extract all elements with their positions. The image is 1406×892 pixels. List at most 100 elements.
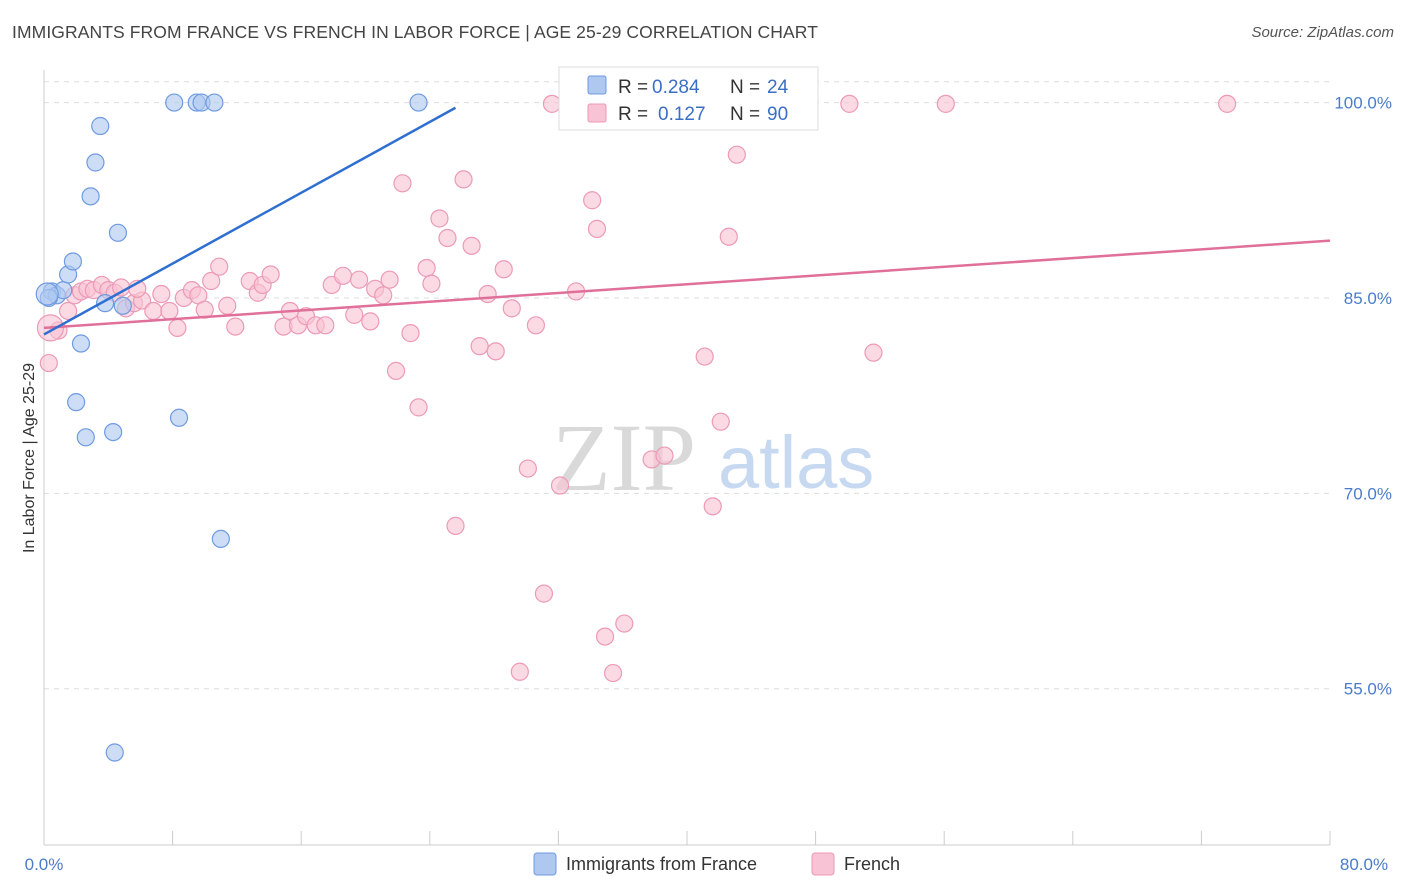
stats-n-value-1: 24 — [767, 77, 789, 98]
french-point — [39, 353, 58, 373]
grid-lines — [44, 81, 1330, 690]
french-point — [152, 284, 171, 304]
immigrants-from-france-point — [81, 187, 100, 206]
french-point — [438, 228, 457, 248]
immigrants-from-france-point — [108, 223, 128, 242]
y-tick-label: 85.0% — [1344, 289, 1392, 308]
french-point — [202, 271, 221, 291]
immigrants-from-france-point — [71, 334, 91, 353]
legend-swatch-immigrants-from-france — [533, 852, 557, 876]
immigrants-from-france-point — [35, 282, 59, 306]
french-point — [711, 412, 730, 431]
french-point — [603, 663, 623, 683]
y-tick-label: 70.0% — [1344, 484, 1392, 503]
french-point — [510, 662, 529, 681]
french-point — [595, 627, 615, 646]
french-point — [486, 342, 505, 361]
legend-label-french: French — [844, 854, 900, 874]
legend: Immigrants from France French — [533, 852, 900, 876]
stats-n-label-2: N = — [730, 104, 760, 125]
stats-r-value-1: 0.284 — [652, 77, 700, 98]
french-point — [542, 94, 562, 113]
french-point — [470, 337, 489, 356]
french-points — [36, 94, 1237, 683]
french-point — [583, 191, 602, 210]
french-point — [840, 94, 859, 113]
stats-swatch-pink — [587, 103, 607, 123]
french-point — [864, 343, 883, 362]
x-tick-label-min: 0.0% — [25, 855, 64, 874]
immigrants-from-france-point — [205, 93, 224, 112]
french-point — [218, 296, 237, 315]
french-trend-line — [43, 239, 1331, 330]
stats-r-label-2: R = — [618, 104, 648, 125]
stats-n-value-2: 90 — [767, 104, 788, 125]
stats-n-label-1: N = — [730, 77, 760, 98]
immigrants-from-france-point — [91, 116, 110, 136]
immigrants-from-france-point — [211, 529, 230, 549]
french-point — [386, 361, 406, 380]
french-point — [345, 305, 364, 324]
french-point — [374, 286, 393, 305]
french-point — [380, 270, 399, 289]
french-point — [144, 301, 163, 321]
chart-title: IMMIGRANTS FROM FRANCE VS FRENCH IN LABO… — [12, 22, 819, 42]
immigrants-from-france-point — [105, 743, 124, 762]
immigrants-from-france-point — [169, 408, 189, 427]
y-tick-label: 100.0% — [1334, 94, 1392, 113]
french-point — [401, 324, 420, 343]
french-point — [210, 257, 229, 276]
french-point — [655, 446, 674, 465]
french-point — [422, 274, 441, 293]
french-point — [446, 516, 465, 535]
source-credit: Source: ZipAtlas.com — [1251, 24, 1394, 41]
immigrants-from-france-point — [165, 93, 184, 112]
french-point — [587, 219, 607, 239]
stats-r-value-2: 0.127 — [658, 104, 706, 125]
french-point — [333, 266, 353, 285]
y-axis-label: In Labor Force | Age 25-29 — [21, 363, 38, 553]
watermark-atlas: atlas — [718, 421, 874, 504]
french-point — [719, 227, 738, 246]
y-tick-label: 55.0% — [1344, 680, 1392, 699]
immigrants-from-france-point — [76, 428, 95, 447]
stats-box: R = 0.284 N = 24 R = 0.127 N = 90 — [558, 66, 819, 131]
immigrants-from-france-point — [63, 252, 83, 271]
french-point — [361, 312, 380, 331]
french-point — [261, 265, 280, 284]
french-point — [727, 145, 746, 164]
x-tick-label-max: 80.0% — [1340, 855, 1388, 874]
french-point — [478, 284, 497, 304]
stats-r-label-1: R = — [618, 77, 648, 98]
immigrants-from-france-trend-line — [43, 106, 457, 336]
immigrants-from-france-points — [35, 93, 428, 762]
french-point — [494, 260, 513, 279]
french-point — [502, 299, 521, 318]
french-point — [393, 174, 412, 193]
french-point — [462, 236, 481, 255]
watermark-zip: ZIP — [552, 404, 696, 511]
french-point — [695, 347, 714, 366]
french-point — [226, 317, 245, 336]
french-point — [59, 301, 78, 321]
french-point — [1218, 94, 1237, 113]
immigrants-from-france-point — [409, 93, 428, 112]
french-point — [160, 301, 179, 321]
french-point — [454, 170, 473, 189]
french-point — [409, 398, 428, 417]
trend-lines — [43, 106, 1331, 336]
axes — [43, 70, 1331, 846]
french-point — [526, 316, 545, 335]
french-point — [615, 614, 634, 633]
french-point — [550, 476, 570, 495]
french-point — [430, 209, 449, 228]
french-point — [703, 497, 722, 516]
immigrants-from-france-point — [104, 423, 123, 442]
legend-label-immigrants-from-france: Immigrants from France — [566, 854, 757, 874]
french-point — [417, 258, 436, 278]
french-point — [168, 318, 187, 337]
french-point — [936, 94, 955, 113]
watermark: ZIP atlas — [552, 404, 874, 511]
french-point — [518, 459, 537, 478]
